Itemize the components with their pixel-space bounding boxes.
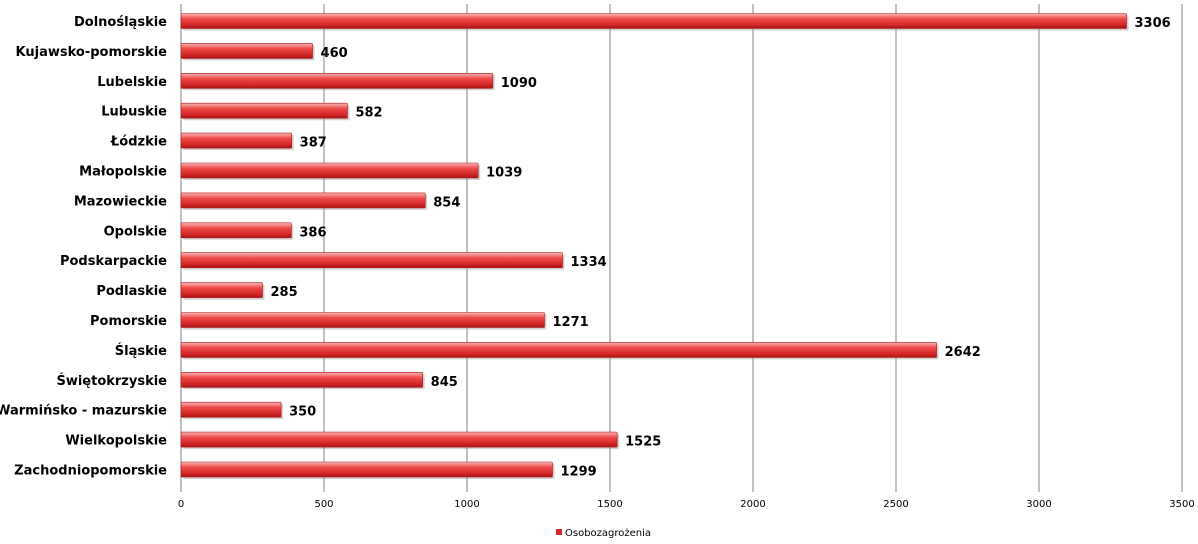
x-tick-label: 3000 (1026, 499, 1051, 510)
category-label: Kujawsko-pomorskie (16, 45, 168, 60)
category-label: Małopolskie (79, 165, 167, 180)
x-tick-label: 1000 (454, 499, 479, 510)
data-label: 1334 (571, 255, 607, 270)
legend-label: Osobozagrożenia (565, 528, 651, 539)
category-label: Warmińsko - mazurskie (0, 404, 167, 419)
data-label: 1299 (561, 465, 597, 480)
x-tick-label: 0 (178, 499, 184, 510)
data-label: 285 (271, 285, 298, 300)
bar (180, 102, 348, 119)
data-label: 350 (289, 405, 316, 420)
category-label: Wielkopolskie (65, 434, 167, 449)
x-tick-label: 2000 (740, 499, 765, 510)
data-label: 387 (300, 136, 327, 151)
bars (180, 13, 1129, 479)
category-label: Lubelskie (97, 75, 167, 90)
data-label: 1039 (486, 166, 522, 181)
legend-swatch (556, 529, 562, 535)
bar (180, 132, 292, 149)
legend: Osobozagrożenia (556, 528, 651, 539)
category-labels: Dolnośląskie Kujawsko-pomorskie Lubelskie L… (0, 15, 167, 479)
category-label: Opolskie (104, 224, 168, 239)
data-label: 2642 (945, 345, 981, 360)
data-label: 854 (433, 195, 460, 210)
bar (180, 192, 426, 209)
bar (180, 431, 618, 448)
category-label: Świętokrzyskie (56, 373, 167, 389)
bar (180, 222, 292, 239)
bar (180, 461, 553, 478)
data-label: 582 (355, 106, 382, 121)
x-tick-label: 2500 (883, 499, 908, 510)
category-label: Mazowieckie (74, 194, 167, 209)
x-tick-label: 500 (314, 499, 333, 510)
bar (180, 312, 545, 328)
category-label: Zachodniopomorskie (14, 464, 167, 479)
category-label: Pomorskie (90, 314, 167, 329)
data-label: 460 (321, 46, 348, 61)
category-label: Łódzkie (110, 135, 167, 150)
data-label: 845 (431, 375, 458, 390)
x-tick-label: 3500 (1169, 499, 1194, 510)
category-label: Dolnośląskie (74, 15, 167, 30)
category-label: Lubuskie (101, 105, 167, 120)
bar (180, 43, 313, 59)
bar (180, 282, 263, 298)
data-label: 1271 (553, 315, 589, 330)
bar (180, 342, 937, 358)
bar (180, 371, 423, 388)
bar (180, 401, 282, 418)
x-tick-label: 1500 (597, 499, 622, 510)
x-axis-ticks: 0 500 1000 1500 2000 2500 3000 3500 (178, 499, 1195, 510)
data-label: 1090 (501, 76, 537, 91)
bar (180, 162, 479, 179)
bar (180, 13, 1127, 29)
category-label: Śląskie (115, 343, 167, 359)
bar (180, 252, 563, 268)
value-labels: 3306 460 1090 582 387 1039 854 386 1334 285 1271 26… (271, 16, 1171, 480)
category-label: Podlaskie (96, 284, 167, 299)
bar (180, 73, 494, 89)
data-label: 1525 (625, 435, 661, 450)
category-label: Podskarpackie (60, 254, 167, 269)
data-label: 3306 (1135, 16, 1171, 31)
data-label: 386 (299, 225, 326, 240)
